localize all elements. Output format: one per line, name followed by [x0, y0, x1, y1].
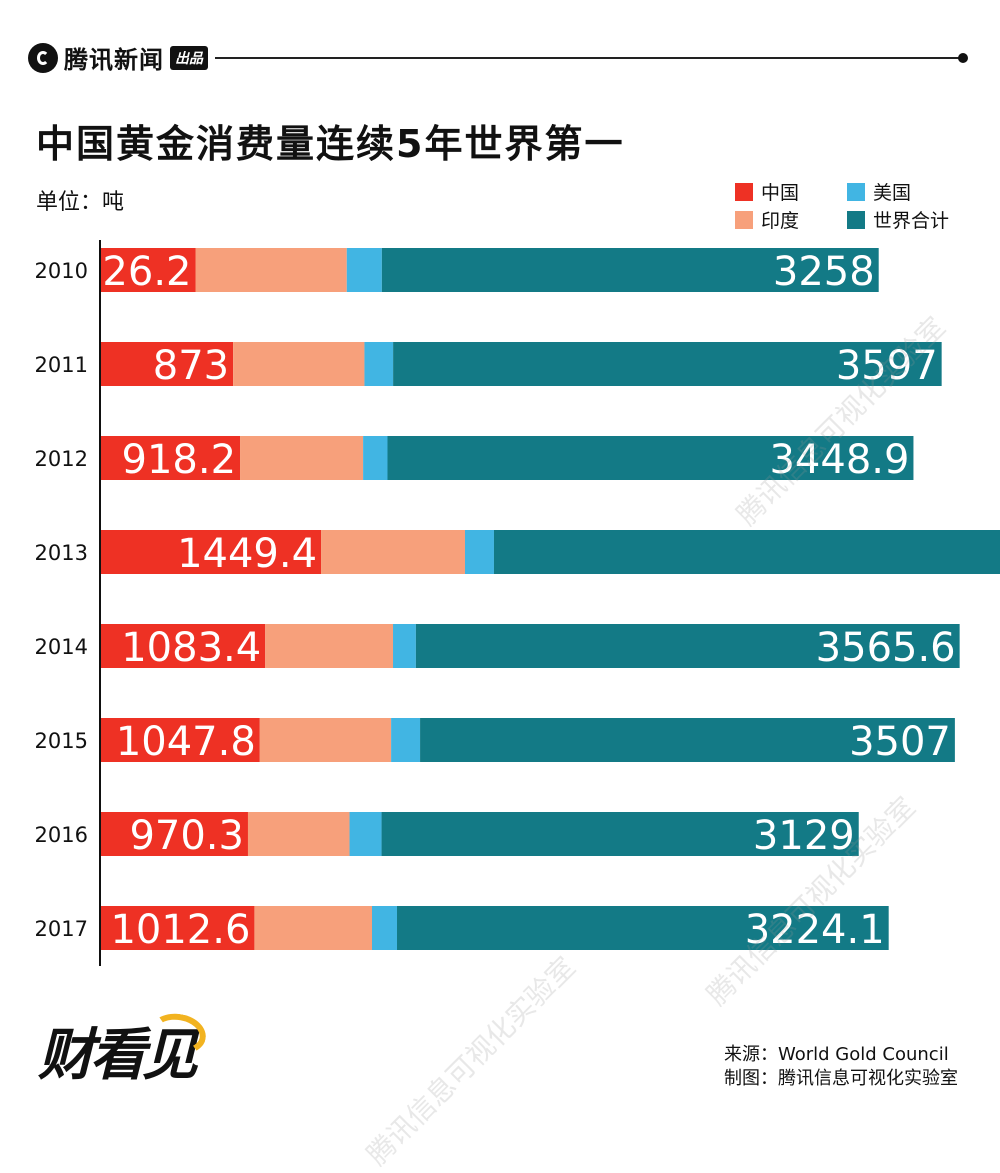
bar-segment-world: [493, 530, 1000, 574]
source-notes: 来源：World Gold Council 制图：腾讯信息可视化实验室: [724, 1043, 958, 1091]
legend-item-india: 印度: [735, 206, 799, 233]
category-label: 2013: [35, 541, 88, 565]
bar-segment-china: [100, 906, 255, 950]
bar-segment-india: [265, 624, 394, 668]
bar-segment-world: [387, 436, 914, 480]
bar-segment-india: [195, 248, 347, 292]
bar-segment-india: [233, 342, 365, 386]
category-label: 2016: [35, 823, 88, 847]
data-label-world: 3258: [773, 249, 875, 295]
legend-swatch-usa: [847, 182, 865, 201]
legend: 中国 美国 印度 世界合计: [735, 178, 975, 238]
legend-item-china: 中国: [735, 178, 799, 205]
bar-segment-india: [259, 718, 392, 762]
bar-segment-world: [381, 812, 859, 856]
data-label-world: 3597: [836, 343, 938, 389]
header-rule-dot: [958, 53, 968, 63]
chart-title: 中国黄金消费量连续5年世界第一: [36, 122, 625, 166]
brand-name: 腾讯新闻: [64, 46, 164, 74]
bar-segment-india: [247, 812, 350, 856]
data-label-china: 1047.8: [116, 719, 256, 765]
data-label-china: 1012.6: [110, 907, 250, 953]
category-label: 2015: [35, 729, 88, 753]
data-label-world: 3565.6: [816, 625, 956, 671]
data-label-world: 3224.1: [745, 907, 885, 953]
bar-segment-china: [100, 342, 234, 386]
bar-segment-usa: [371, 906, 398, 950]
data-label-china: 873: [153, 343, 229, 389]
bar-segment-usa: [349, 812, 382, 856]
bar-segment-china: [100, 530, 322, 574]
legend-swatch-world: [847, 210, 865, 229]
bar-segment-india: [254, 906, 372, 950]
legend-item-usa: 美国: [847, 178, 911, 205]
bar-segment-world: [420, 718, 955, 762]
bar-segment-usa: [391, 718, 421, 762]
stacked-bar-chart: 626.2 3258 2010 873 3597 2011 918.2 3448.9 2012 1…: [35, 240, 1000, 966]
data-label-china: 626.2: [77, 249, 192, 295]
bar-segment-usa: [363, 436, 388, 480]
bar-segment-world: [381, 248, 879, 292]
credit-line: 制图：腾讯信息可视化实验室: [724, 1068, 958, 1089]
legend-label-usa: 美国: [873, 182, 912, 204]
bar-segment-world: [415, 624, 960, 668]
data-label-world: 3129: [753, 813, 855, 859]
bar-segment-china: [100, 718, 260, 762]
data-label-world: 3507: [849, 719, 951, 765]
unit-label: 单位：吨: [36, 190, 125, 215]
bar-segment-china: [100, 624, 266, 668]
header-rule: [215, 57, 962, 59]
bar-segment-world: [393, 342, 942, 386]
category-label: 2014: [35, 635, 88, 659]
category-label: 2010: [35, 259, 88, 283]
bar-segment-india: [321, 530, 465, 574]
category-label: 2012: [35, 447, 88, 471]
bar-segment-india: [240, 436, 364, 480]
bar-segment-china: [100, 812, 248, 856]
legend-label-india: 印度: [761, 210, 800, 232]
category-label: 2011: [35, 353, 88, 377]
brand-header: 腾讯新闻 出品: [28, 40, 208, 75]
legend-label-world: 世界合计: [873, 210, 950, 232]
bar-segment-usa: [464, 530, 494, 574]
data-label-china: 1083.4: [121, 625, 261, 671]
bar-segment-china: [100, 248, 196, 292]
legend-item-world: 世界合计: [847, 206, 949, 233]
brand-tag: 出品: [170, 45, 208, 70]
legend-swatch-india: [735, 210, 753, 229]
bar-segment-world: [397, 906, 889, 950]
source-line: 来源：World Gold Council: [724, 1044, 949, 1065]
bar-segment-usa: [393, 624, 416, 668]
data-label-china: 970.3: [129, 813, 244, 859]
bar-segment-usa: [346, 248, 382, 292]
data-label-world: 3448.9: [769, 437, 909, 483]
caikanjian-logo: 财看见: [38, 1023, 198, 1088]
bar-segment-china: [100, 436, 241, 480]
legend-swatch-china: [735, 182, 753, 201]
bar-segment-usa: [364, 342, 394, 386]
data-label-china: 918.2: [122, 437, 237, 483]
tencent-news-logo-icon: [28, 42, 58, 73]
category-label: 2017: [35, 917, 88, 941]
data-label-china: 1449.4: [177, 531, 317, 577]
legend-label-china: 中国: [761, 182, 800, 204]
